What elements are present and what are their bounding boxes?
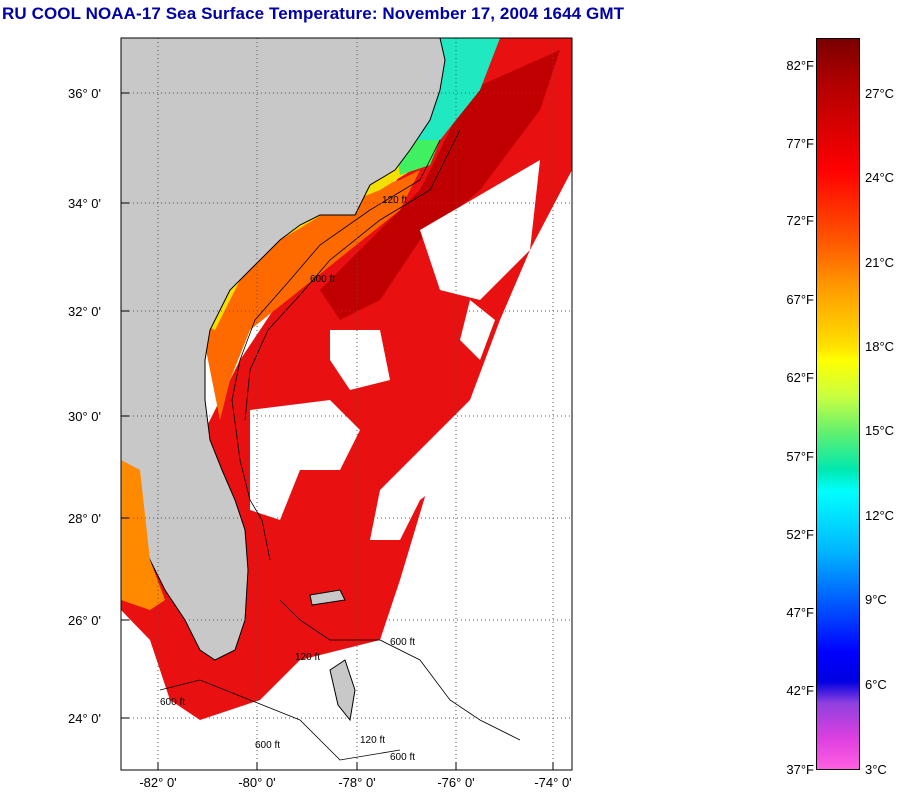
contour-label: 600 ft — [390, 637, 415, 648]
fahrenheit-label: 57°F — [786, 449, 814, 464]
celsius-label: 24°C — [865, 170, 895, 185]
fahrenheit-label: 67°F — [786, 292, 814, 307]
temperature-colorbar — [816, 38, 860, 770]
contour-label: 120 ft — [382, 195, 407, 206]
land-mass — [121, 38, 446, 661]
contour-label: 600 ft — [160, 697, 185, 708]
gulf-swath — [121, 460, 165, 610]
contour-label: 120 ft — [295, 652, 320, 663]
cloud-patch — [370, 400, 470, 540]
celsius-label: 18°C — [865, 339, 895, 354]
cloud-patch — [250, 400, 360, 520]
lat-label: 32° 0' — [68, 304, 101, 319]
lon-label: -82° 0' — [139, 775, 177, 790]
celsius-label: 9°C — [865, 592, 887, 607]
fahrenheit-label: 52°F — [786, 527, 814, 542]
cloud-patch — [330, 330, 390, 390]
lat-label: 28° 0' — [68, 511, 101, 526]
contour-label: 600 ft — [390, 752, 415, 763]
contour-label: 120 ft — [360, 735, 385, 746]
map-title: RU COOL NOAA-17 Sea Surface Temperature:… — [2, 4, 625, 23]
depth-contour — [279, 599, 521, 741]
lon-label: -74° 0' — [534, 775, 572, 790]
celsius-label: 12°C — [865, 508, 895, 523]
lat-label: 34° 0' — [68, 196, 101, 211]
celsius-label: 3°C — [865, 762, 887, 777]
contour-label: 600 ft — [310, 274, 335, 285]
lon-label: -80° 0' — [238, 775, 276, 790]
celsius-label: 15°C — [865, 423, 895, 438]
fahrenheit-label: 37°F — [786, 762, 814, 777]
depth-contour — [244, 129, 461, 421]
lat-label: 26° 0' — [68, 613, 101, 628]
cloud-patch — [460, 300, 495, 360]
depth-contour — [231, 139, 441, 561]
fahrenheit-label: 77°F — [786, 136, 814, 151]
fahrenheit-label: 72°F — [786, 213, 814, 228]
lat-label: 30° 0' — [68, 409, 101, 424]
lon-label: -76° 0' — [437, 775, 475, 790]
fahrenheit-label: 82°F — [786, 58, 814, 73]
map-frame — [120, 37, 573, 771]
fahrenheit-label: 47°F — [786, 605, 814, 620]
axis-ticks — [121, 92, 554, 770]
celsius-label: 27°C — [865, 86, 895, 101]
bahamas-2 — [309, 589, 346, 606]
contour-labels: 120 ft 600 ft 120 ft 600 ft 600 ft 600 f… — [160, 195, 415, 763]
contour-label: 600 ft — [255, 740, 280, 751]
celsius-label: 21°C — [865, 255, 895, 270]
lon-label: -78° 0' — [338, 775, 376, 790]
fahrenheit-label: 62°F — [786, 370, 814, 385]
celsius-label: 6°C — [865, 677, 887, 692]
bahamas — [329, 659, 356, 722]
lat-label: 36° 0' — [68, 86, 101, 101]
cloud-patch — [420, 160, 540, 300]
depth-contour — [159, 679, 401, 761]
lat-label: 24° 0' — [68, 711, 101, 726]
gulf-stream-core — [320, 50, 560, 320]
fahrenheit-label: 42°F — [786, 683, 814, 698]
